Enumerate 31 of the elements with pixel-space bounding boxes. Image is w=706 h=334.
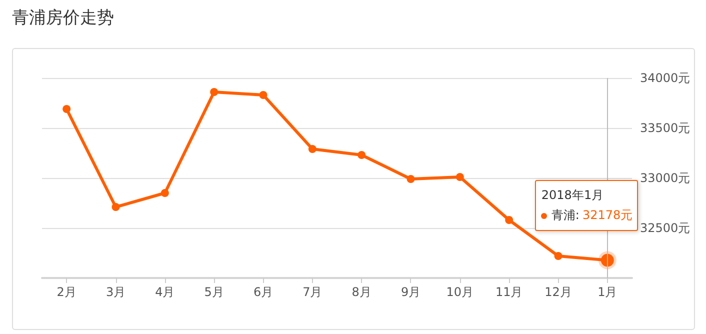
x-tick-label: 11月	[495, 285, 523, 299]
x-tick-label: 9月	[400, 285, 421, 299]
point	[308, 145, 316, 153]
point	[358, 151, 366, 159]
point	[259, 91, 268, 99]
point	[210, 88, 218, 96]
data-label: 32178元	[582, 208, 633, 222]
point	[160, 189, 169, 197]
y-tick-label: 33500元	[640, 121, 690, 135]
x-tick-label: 1月	[598, 285, 618, 299]
x-tick-label: 3月	[106, 285, 126, 299]
x-tick-label: 2月	[56, 285, 76, 299]
chart-title: 青浦房价走势	[12, 7, 114, 29]
x-tick-label: 12月	[544, 285, 572, 299]
annotation: 2018年1月	[541, 187, 605, 204]
x-tick-label: 8月	[352, 285, 372, 299]
point	[112, 203, 120, 211]
point	[505, 216, 514, 224]
x-tick-label: 5月	[204, 285, 224, 299]
x-tick-label: 4月	[155, 285, 175, 299]
legend-label: 青浦:	[551, 208, 580, 222]
point	[554, 252, 562, 260]
x-tick-label: 7月	[302, 285, 322, 299]
y-tick-label: 32500元	[640, 221, 690, 235]
point	[406, 175, 415, 183]
y-tick-label: 33000元	[640, 171, 690, 185]
point	[62, 105, 71, 113]
y-tick-label: 34000元	[640, 71, 690, 85]
point	[456, 173, 464, 181]
x-tick-label: 6月	[253, 285, 274, 299]
x-tick-label: 10月	[446, 285, 474, 299]
